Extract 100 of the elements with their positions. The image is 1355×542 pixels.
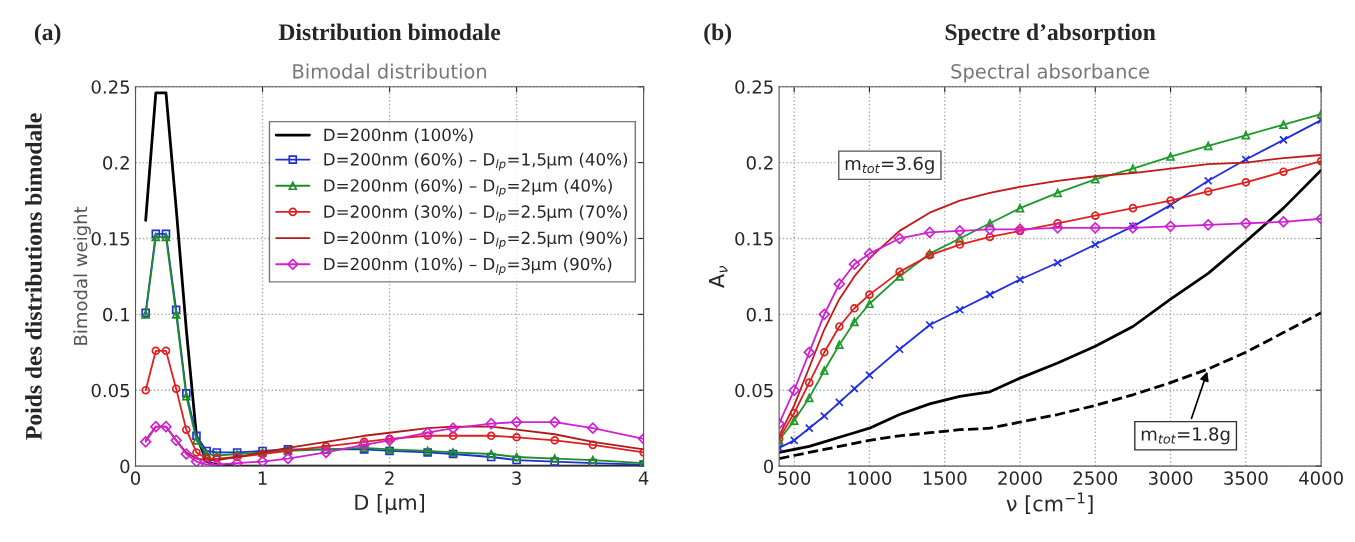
chart-title: Spectre d’absorption xyxy=(945,23,1156,45)
point xyxy=(161,346,171,356)
point xyxy=(139,436,152,448)
chart-subtitle: Spectral absorbance xyxy=(951,63,1150,83)
point xyxy=(171,384,181,394)
legend-label: D=200nm (30%) – D$_{lp}$=2.5µm (70%) xyxy=(324,205,628,223)
x-tick-label: 3 xyxy=(512,471,521,485)
x-tick-label: 2500 xyxy=(1073,471,1118,485)
point xyxy=(818,308,831,321)
y-tick-label: 0.25 xyxy=(735,80,773,94)
point xyxy=(141,385,150,395)
point xyxy=(1203,176,1213,186)
legend-label: D=200nm (10%) – D$_{lp}$=2.5µm (90%) xyxy=(324,231,628,250)
point xyxy=(789,408,799,418)
chart-subtitle: Bimodal distribution xyxy=(293,63,487,79)
point xyxy=(423,431,432,441)
point xyxy=(819,347,829,357)
y-tick-label: 0.25 xyxy=(91,80,130,94)
point xyxy=(850,384,859,394)
point xyxy=(865,299,874,309)
point xyxy=(192,448,201,457)
point xyxy=(848,258,861,271)
point xyxy=(1203,187,1213,196)
legend-label: D=200nm (60%) – D$_{lp}$=1,5µm (40%) xyxy=(324,152,628,171)
point xyxy=(150,420,162,433)
x-tick-label: 1000 xyxy=(848,471,892,485)
x-axis-title: D [µm] xyxy=(355,494,425,515)
y-tick-label: 0.1 xyxy=(103,307,129,322)
point xyxy=(893,232,906,245)
point xyxy=(182,425,191,435)
point xyxy=(1164,220,1177,233)
y-tick-label: 0.1 xyxy=(746,307,773,322)
point xyxy=(835,340,844,350)
point xyxy=(202,454,211,463)
point xyxy=(182,392,191,401)
legend-label: D=200nm (10%) – D$_{lp}$=3µm (90%) xyxy=(324,257,612,276)
point xyxy=(1166,196,1175,205)
point xyxy=(1279,135,1288,145)
point xyxy=(835,398,844,407)
point xyxy=(833,278,846,290)
point xyxy=(865,370,874,380)
point xyxy=(282,452,294,465)
x-tick-label: 0 xyxy=(130,471,141,485)
point xyxy=(1241,178,1251,187)
point xyxy=(1053,258,1062,268)
y-tick-label: 0.15 xyxy=(735,231,773,246)
point xyxy=(984,223,996,236)
point xyxy=(231,457,243,467)
y-tick-label: 0.05 xyxy=(91,383,130,398)
legend-label: D=200nm (60%) – D$_{lp}$=2µm (40%) xyxy=(324,178,612,197)
point xyxy=(171,310,181,319)
point xyxy=(1053,188,1062,198)
point xyxy=(789,436,799,445)
point xyxy=(865,290,874,299)
point xyxy=(485,417,497,430)
point xyxy=(1090,211,1100,221)
point xyxy=(1202,219,1214,231)
chart-title: Distribution bimodale xyxy=(278,23,501,41)
x-tick-label: 3000 xyxy=(1148,471,1193,485)
legend-label: D=200nm (100%) xyxy=(324,128,473,144)
point xyxy=(510,416,523,428)
point xyxy=(486,431,496,441)
point xyxy=(1090,174,1100,184)
point xyxy=(212,454,222,463)
point xyxy=(180,448,193,460)
point xyxy=(550,436,560,445)
x-tick-label: 1500 xyxy=(923,471,967,485)
point xyxy=(421,426,434,439)
point xyxy=(955,305,965,315)
point xyxy=(925,320,934,330)
y-axis-title: Poids des distributions bimodale xyxy=(25,113,42,440)
point xyxy=(955,234,965,243)
point xyxy=(588,440,598,450)
point xyxy=(835,322,844,331)
point xyxy=(1015,275,1025,284)
x-tick-label: 2 xyxy=(385,471,394,485)
point xyxy=(256,455,269,467)
point xyxy=(192,431,201,441)
point xyxy=(863,247,876,260)
line-series xyxy=(779,311,1322,460)
point xyxy=(789,416,799,425)
text: (a) xyxy=(34,23,61,45)
point xyxy=(160,420,172,433)
y-axis-title: A$_{ν}$ xyxy=(708,265,728,288)
point xyxy=(804,393,814,403)
x-tick-label: 3500 xyxy=(1224,471,1268,485)
point xyxy=(1128,203,1138,213)
point xyxy=(819,366,829,375)
point xyxy=(1128,164,1138,173)
point xyxy=(850,303,859,313)
x-tick-label: 500 xyxy=(778,471,811,485)
point xyxy=(1240,217,1252,230)
point xyxy=(895,344,904,354)
point xyxy=(850,317,859,327)
point xyxy=(985,218,995,228)
point xyxy=(923,226,936,239)
point xyxy=(151,346,161,356)
y-tick-label: 0.2 xyxy=(103,156,129,170)
point xyxy=(804,423,814,433)
point xyxy=(171,305,181,315)
